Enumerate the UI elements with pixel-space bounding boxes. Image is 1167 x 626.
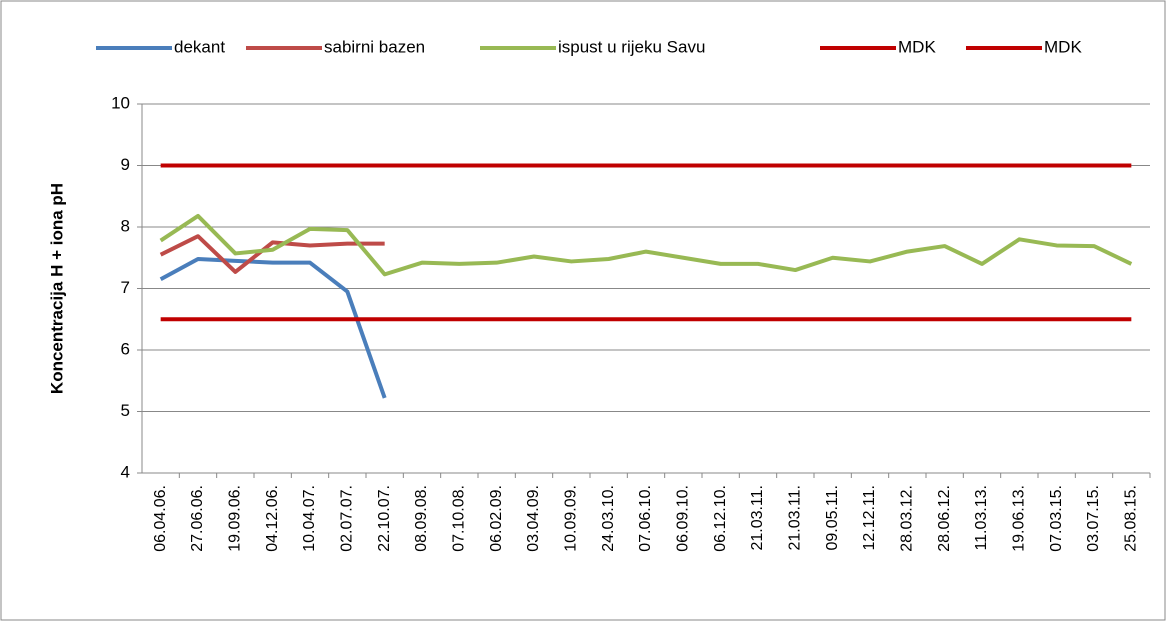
series-line [159,234,385,274]
x-tick-label: 07.10.08. [451,485,468,552]
series-line [159,213,1133,277]
y-tick-label: 4 [121,462,130,481]
x-tick-label: 19.06.13. [1011,485,1028,552]
x-tick-label: 19.09.06. [227,485,244,552]
x-tick-label: 02.07.07. [339,485,356,552]
x-tick-label: 21.03.11. [787,485,804,551]
y-tick-label: 6 [121,339,130,358]
legend-label: MDK [1044,37,1082,56]
x-tick-label: 11.03.13. [973,485,990,551]
x-tick-label: 28.03.12. [899,485,916,552]
series-line [159,256,387,399]
legend-label: dekant [174,37,225,56]
x-tick-label: 21.03.11. [749,485,766,551]
x-tick-label: 08.09.08. [413,485,430,552]
x-tick-label: 03.07.15. [1085,485,1102,552]
y-tick-label: 8 [121,216,130,235]
x-tick-label: 25.08.15. [1123,485,1140,552]
x-tick-label: 28.06.12. [936,485,953,552]
y-tick-label: 5 [121,401,130,420]
x-tick-label: 12.12.11. [861,485,878,551]
y-tick-label: 9 [121,155,130,174]
x-tick-label: 24.03.10. [600,485,617,552]
legend-label: sabirni bazen [324,37,425,56]
x-tick-label: 10.09.09. [563,485,580,552]
x-tick-label: 22.10.07. [376,485,393,552]
legend-label: MDK [898,37,936,56]
x-tick-label: 07.06.10. [637,485,654,552]
x-tick-label: 03.04.09. [525,485,542,552]
x-tick-label: 09.05.11. [824,485,841,551]
legend-label: ispust u rijeku Savu [558,37,705,56]
x-tick-label: 06.02.09. [488,485,505,552]
x-tick-label: 06.04.06. [152,485,169,552]
y-tick-label: 10 [111,93,130,112]
y-axis-label: Koncentracija H + iona pH [47,183,66,394]
x-tick-label: 07.03.15. [1048,485,1065,552]
x-tick-label: 06.09.10. [675,485,692,552]
x-tick-label: 27.06.06. [189,485,206,552]
x-tick-label: 04.12.06. [264,485,281,552]
y-tick-label: 7 [121,278,130,297]
x-tick-label: 06.12.10. [712,485,729,552]
x-tick-label: 10.04.07. [301,485,318,552]
